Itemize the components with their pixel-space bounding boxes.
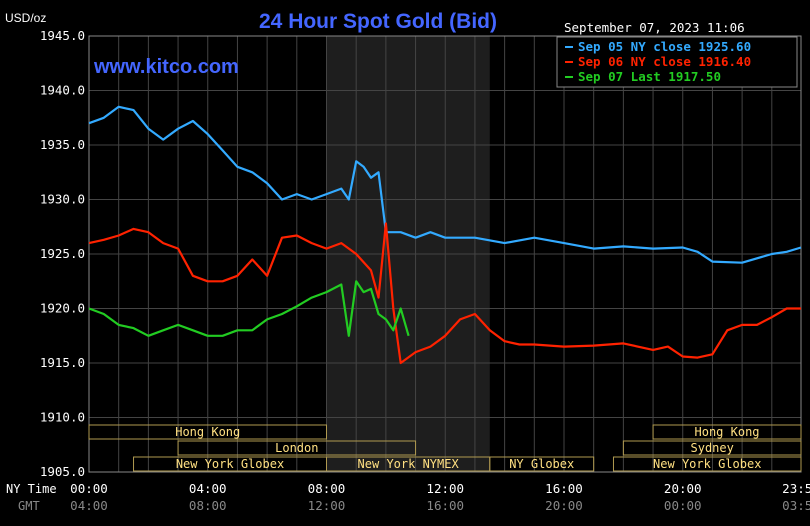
y-tick-label: 1925.0 [40,246,85,261]
x-tick-label-gmt: 03:59 [782,498,810,513]
session-label: New York Globex [176,457,284,471]
x-tick-label-gmt: 16:00 [426,498,464,513]
session-bar [652,424,802,440]
x-tick-label-ny: 08:00 [308,481,346,496]
timestamp: September 07, 2023 11:06 [564,20,745,35]
x-tick-label-ny: 16:00 [545,481,583,496]
series-line-sep-06 [88,222,801,365]
y-tick-label: 1905.0 [40,464,85,479]
legend-entry: Sep 07 Last 1917.50 [578,69,721,84]
plot-border [88,35,802,473]
x-tick-label-gmt: 00:00 [664,498,702,513]
x-tick-labels: 00:00 04:00 08:00 12:00 16:00 20:00 23:59 04:00… [70,481,810,513]
y-tick-label: 1940.0 [40,83,85,98]
x-tick-label-ny: 20:00 [664,481,702,496]
x-tick-label-gmt: 20:00 [545,498,583,513]
y-tick-labels: 1945.0 1940.0 1935.0 1930.0 1925.0 1920.0 1915… [40,28,85,479]
ny-time-label: NY Time [6,482,57,496]
session-bar [489,456,595,472]
session-label: Sydney [691,441,734,455]
x-tick-label-gmt: 12:00 [308,498,346,513]
x-tick-label-gmt: 04:00 [70,498,108,513]
y-tick-label: 1915.0 [40,355,85,370]
x-tick-label-ny: 04:00 [189,481,227,496]
x-tick-label-ny: 12:00 [426,481,464,496]
session-label: New York Globex [653,457,761,471]
session-bar [177,440,417,456]
y-tick-label: 1910.0 [40,410,85,425]
session-label: NY Globex [509,457,574,471]
session-bar [612,456,802,472]
session-bar [622,440,802,456]
series-lines [88,105,802,365]
y-tick-label: 1920.0 [40,301,85,316]
session-label: Hong Kong [175,425,240,439]
chart-title: 24 Hour Spot Gold (Bid) [259,10,497,33]
x-tick-label-gmt: 08:00 [189,498,227,513]
y-tick-label: 1935.0 [40,137,85,152]
session-label: Hong Kong [695,425,760,439]
session-label: London [275,441,318,455]
series-line-sep-07 [88,280,410,337]
legend-entry: Sep 06 NY close 1916.40 [578,54,751,69]
gmt-label: GMT [18,499,40,513]
legend-entry: Sep 05 NY close 1925.60 [578,39,751,54]
y-tick-label: 1945.0 [40,28,85,43]
legend-box [556,36,798,88]
series-line-sep-05 [88,105,802,264]
x-tick-label-ny: 23:59 [782,481,810,496]
session-label: New York NYMEX [358,457,460,471]
watermark: www.kitco.com [93,56,239,78]
market-sessions: Hong Kong Hong Kong London Sydney New York G… [88,424,802,472]
unit-label: USD/oz [5,11,46,25]
session-bar [88,424,327,440]
x-tick-label-ny: 00:00 [70,481,108,496]
y-tick-label: 1930.0 [40,192,85,207]
